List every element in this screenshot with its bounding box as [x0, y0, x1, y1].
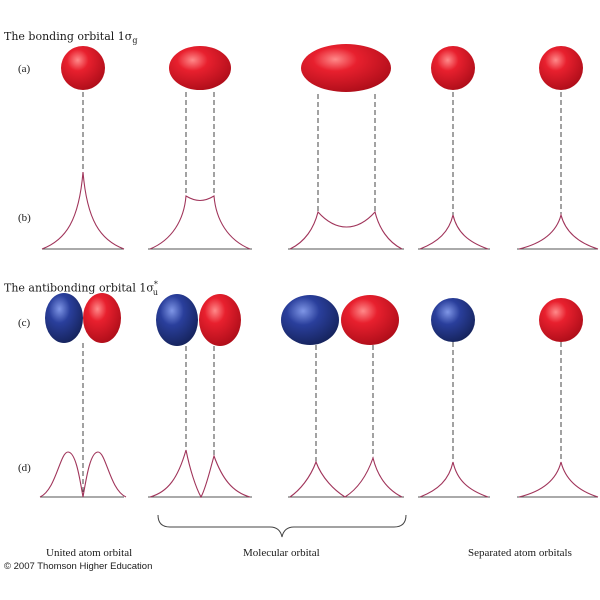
caption-separated: Separated atom orbitals [468, 547, 572, 559]
bonding-title-text: The bonding orbital 1σ [4, 30, 133, 43]
copyright-notice: © 2007 Thomson Higher Education [4, 561, 153, 572]
antibonding-orbital-molecular-far [281, 295, 399, 345]
bonding-orbital-molecular-far [301, 44, 391, 92]
row-label-b: (b) [18, 212, 31, 224]
antibonding-orbital-separated-right [539, 298, 583, 342]
bonding-guide-lines [82, 92, 562, 215]
molecular-orbital-brace [157, 514, 407, 538]
antibonding-title-star: * [153, 280, 158, 289]
bonding-density-curves [41, 171, 599, 250]
row-label-a: (a) [18, 63, 31, 75]
antibonding-orbital-separated-left [431, 298, 475, 342]
row-label-c: (c) [18, 317, 31, 329]
antibonding-guide-lines [82, 342, 562, 494]
antibonding-title-subscript: u [152, 287, 159, 297]
bonding-title: The bonding orbital 1σg [4, 30, 137, 45]
caption-united-atom: United atom orbital [46, 547, 133, 559]
row-label-d: (d) [18, 462, 31, 474]
bonding-title-subscript: g [132, 36, 138, 46]
bonding-orbital-separated-left [431, 46, 475, 90]
antibonding-title-text: The antibonding orbital 1σ [4, 281, 154, 295]
bonding-orbital-united [61, 46, 105, 90]
caption-molecular: Molecular orbital [243, 547, 320, 559]
antibonding-orbital-united [45, 293, 121, 343]
antibonding-orbital-molecular-close [156, 294, 241, 346]
antibonding-density-curves [39, 449, 599, 499]
antibonding-title: The antibonding orbital 1σ*u [4, 280, 158, 297]
bonding-orbital-separated-right [539, 46, 583, 90]
bonding-orbital-molecular-close [169, 46, 231, 90]
